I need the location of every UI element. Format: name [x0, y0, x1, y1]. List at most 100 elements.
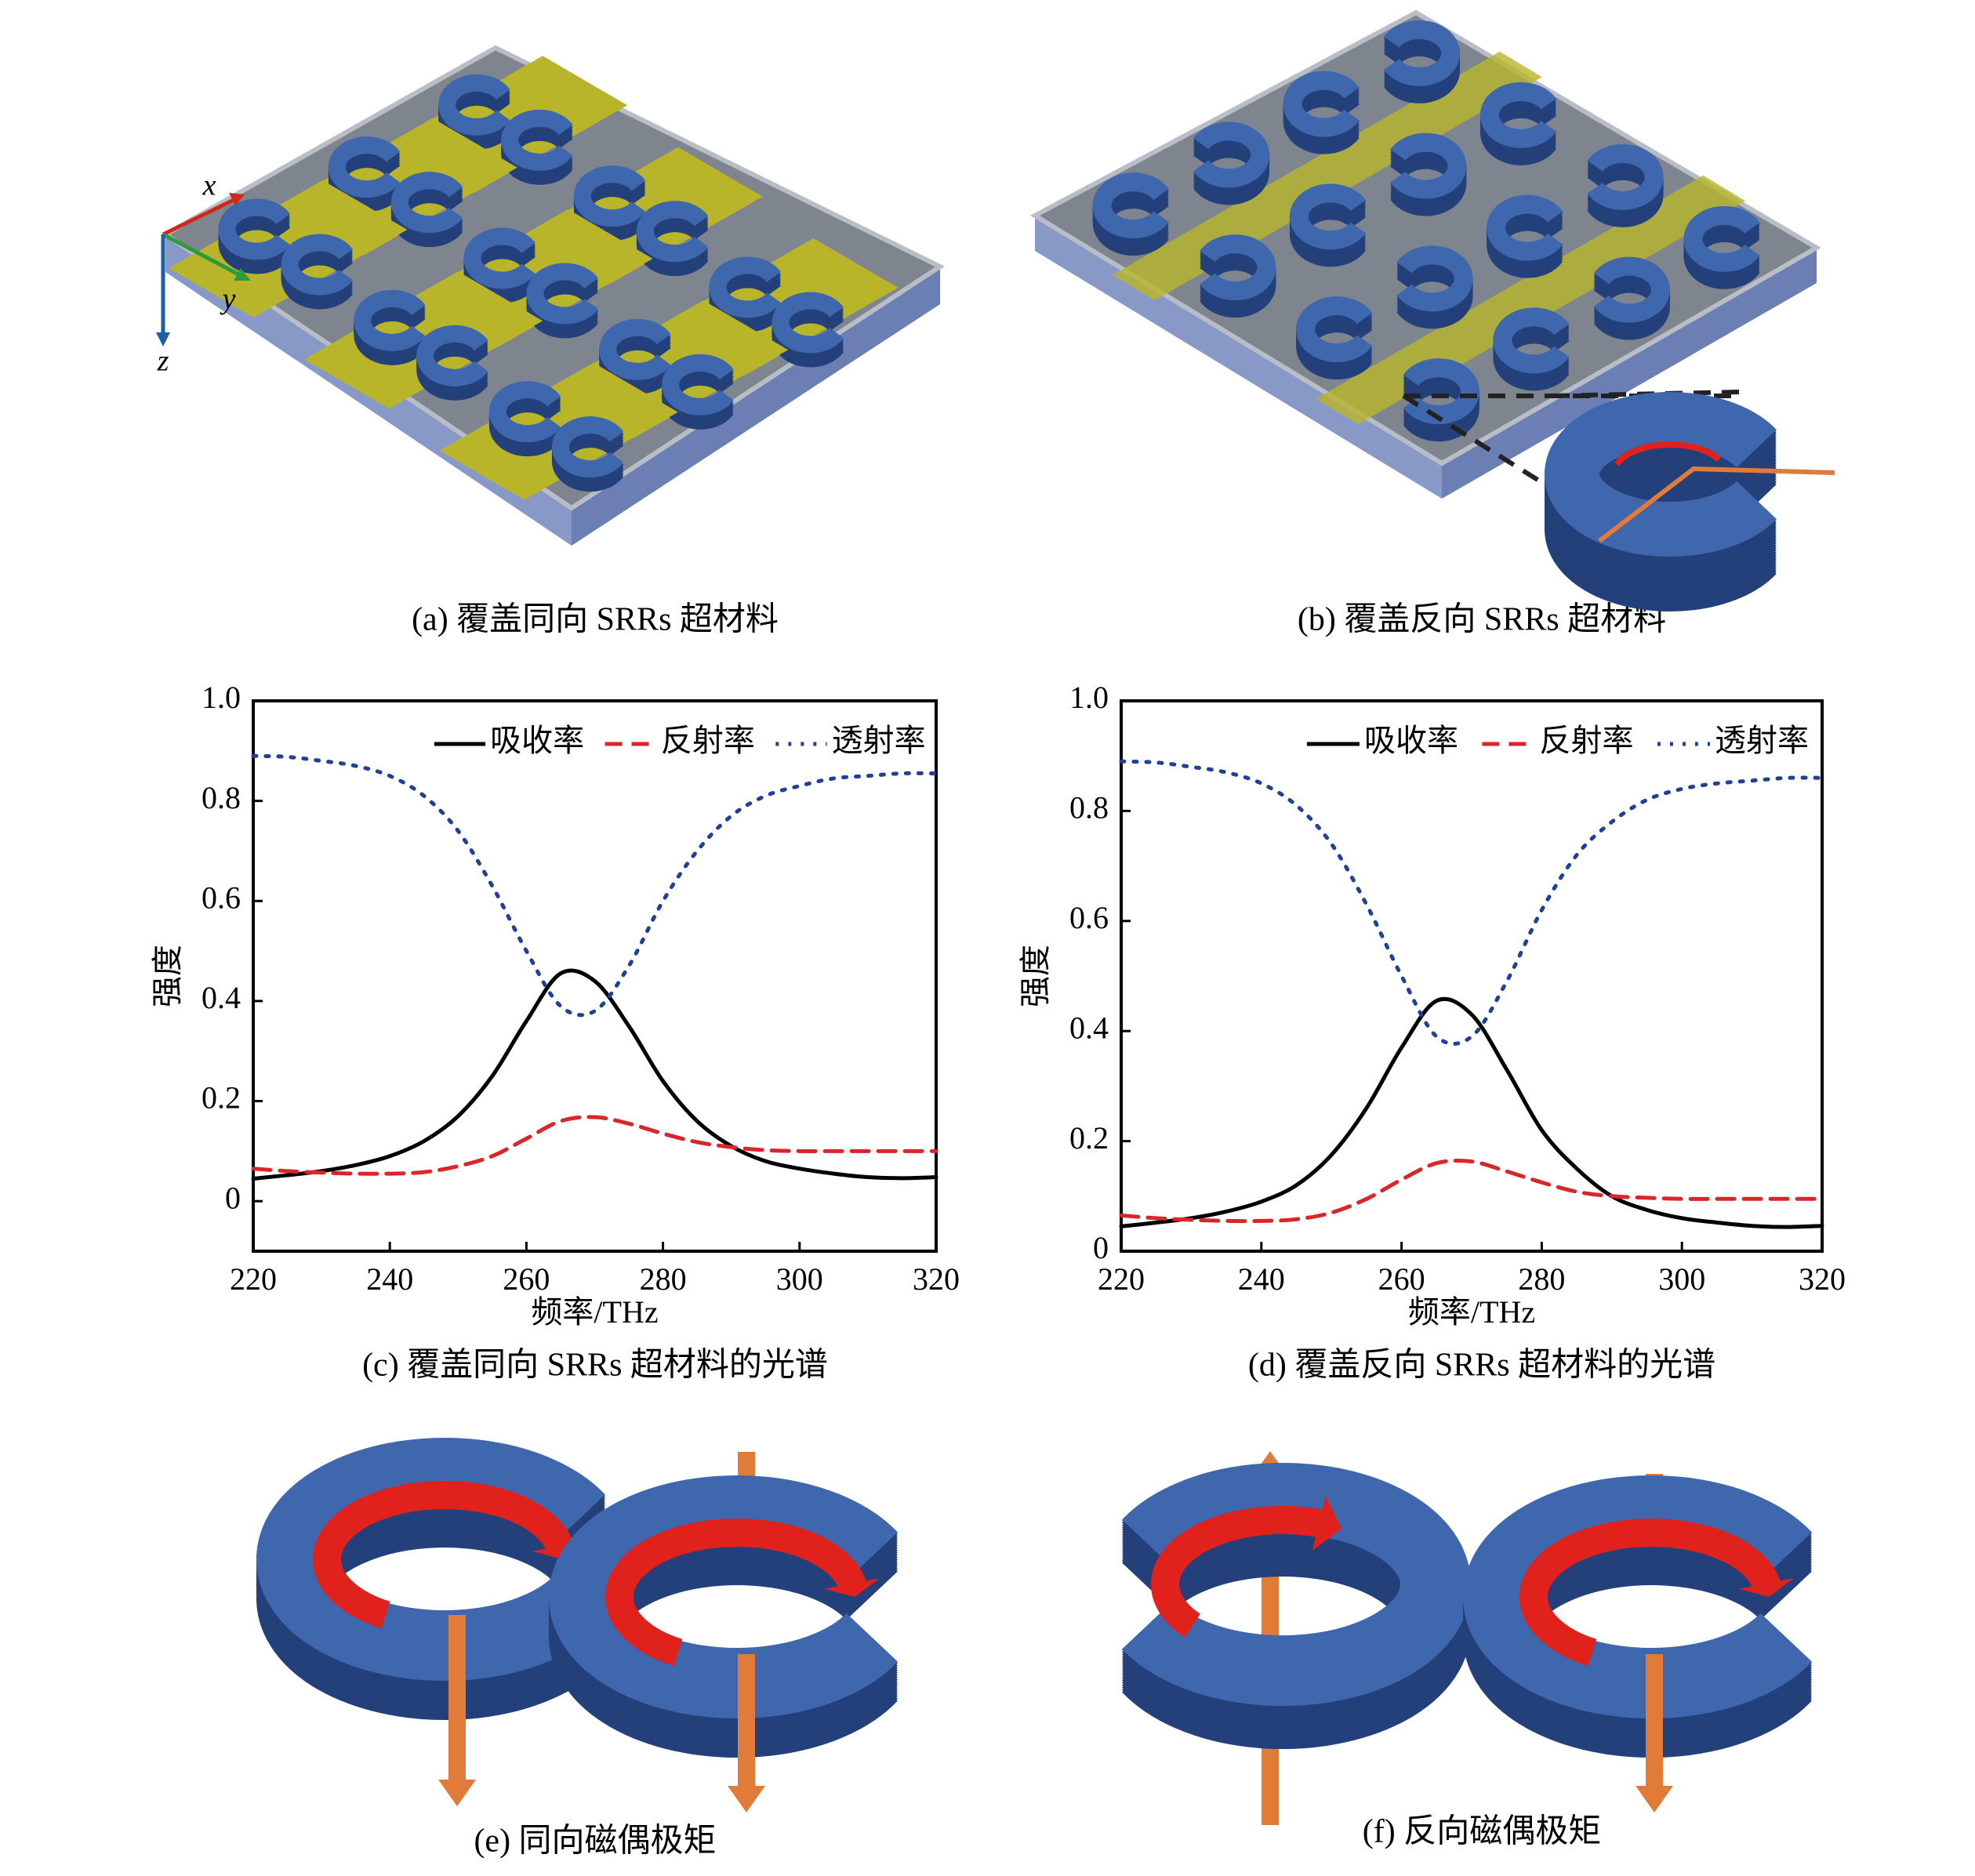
- x-tick-label: 280: [1518, 1261, 1565, 1297]
- legend-label: 透射率: [1715, 723, 1809, 758]
- ring-top: [1092, 172, 1169, 239]
- y-tick-label: 1.0: [201, 680, 241, 715]
- caption: (b) 覆盖反向 SRRs 超材料: [1298, 602, 1666, 638]
- ring-top: [1193, 122, 1270, 188]
- ring-top: [463, 227, 536, 289]
- series-line: [1119, 996, 1824, 1229]
- series-line: [251, 1115, 938, 1176]
- y-tick-label: 0.4: [201, 980, 241, 1015]
- ring-top: [526, 263, 598, 325]
- current-arrow-head: [824, 1578, 880, 1597]
- moment-arrow-head: [1636, 1786, 1673, 1812]
- ring-top: [1463, 1475, 1812, 1718]
- y-tick-label: 1.0: [1069, 680, 1109, 715]
- series-line: [251, 968, 938, 1181]
- ring-top: [416, 325, 488, 386]
- current-arrow: [605, 1519, 866, 1667]
- ring-top: [1296, 296, 1373, 363]
- chart-caption: (d) 覆盖反向 SRRs 超材料的光谱: [1248, 1348, 1715, 1384]
- series-line: [1119, 759, 1824, 1046]
- x-tick-label: 220: [1098, 1261, 1145, 1297]
- ring-top: [1390, 132, 1467, 199]
- legend-label: 反射率: [1539, 723, 1633, 758]
- y-tick-label: 0.8: [201, 780, 241, 815]
- current-loop: [1614, 441, 1722, 466]
- x-tick-label: 240: [1238, 1261, 1285, 1297]
- x-tick-label: 220: [230, 1261, 277, 1297]
- legend-label: 吸收率: [1364, 723, 1458, 758]
- axis-head: [234, 268, 251, 281]
- ring-top: [438, 74, 510, 136]
- ring-top: [1396, 245, 1473, 312]
- ring-top: [636, 201, 709, 263]
- chart: 220 240 260 280 300 320 1.0 0.8 0.6 0.4 0.2 0 频率/THz…: [150, 680, 960, 1383]
- y-tick-label: 0: [1093, 1230, 1109, 1265]
- panel-a: x y z: [156, 45, 946, 546]
- ring-top: [662, 354, 734, 415]
- y-tick-label: 0.8: [1069, 790, 1109, 826]
- current-arrow: [1519, 1519, 1781, 1667]
- ring-top: [573, 165, 646, 227]
- axis-x: [162, 197, 237, 237]
- caption: (f) 反向磁偶极矩: [1363, 1814, 1601, 1850]
- chart-caption: (c) 覆盖同向 SRRs 超材料的光谱: [362, 1348, 828, 1384]
- current-arrow: [1151, 1506, 1326, 1638]
- moment-arrow-head: [728, 1786, 765, 1812]
- y-tick-label: 0.4: [1069, 1010, 1109, 1045]
- ring-top: [354, 289, 426, 351]
- ring-top: [218, 198, 290, 260]
- legend-label: 透射率: [832, 723, 926, 758]
- series-line: [1119, 1158, 1824, 1224]
- axis-name: z: [157, 345, 169, 378]
- ring-top: [1289, 183, 1366, 250]
- substrate-side: [572, 267, 940, 546]
- ring-top: [1122, 1463, 1471, 1706]
- axis-name: y: [220, 283, 236, 316]
- ring-top: [1479, 82, 1556, 148]
- moment-arrow-head: [438, 1780, 476, 1806]
- caption: (a) 覆盖同向 SRRs 超材料: [412, 602, 779, 638]
- axis-head: [156, 332, 170, 347]
- ring-top: [281, 234, 353, 296]
- y-tick-label: 0.6: [1069, 900, 1109, 935]
- panel-b: [1029, 9, 1835, 611]
- ring-top: [1683, 205, 1760, 272]
- x-tick-label: 320: [913, 1261, 960, 1297]
- panel-e: [256, 1438, 898, 1812]
- x-tick-label: 260: [1378, 1261, 1425, 1297]
- ring-top: [549, 1475, 898, 1718]
- current-arrow: [313, 1481, 574, 1629]
- caption: (e) 同向磁偶极矩: [474, 1823, 716, 1860]
- legend-label: 反射率: [661, 723, 755, 758]
- axis-name: x: [202, 169, 216, 202]
- x-tick-label: 280: [640, 1261, 687, 1297]
- chart: 220 240 260 280 300 320 1.0 0.8 0.6 0.4 0.2 0 频率/THz…: [1018, 680, 1846, 1383]
- x-tick-label: 240: [366, 1261, 413, 1297]
- panel-f: [1122, 1451, 1812, 1825]
- axis-y: [162, 232, 243, 278]
- x-tick-label: 320: [1799, 1261, 1846, 1297]
- ring-top: [256, 1438, 605, 1681]
- ring-top: [1593, 256, 1670, 323]
- ring-top: [771, 292, 844, 354]
- axis-head: [229, 193, 245, 205]
- y-tick-label: 0.6: [201, 880, 241, 915]
- x-tick-label: 260: [503, 1261, 550, 1297]
- ring-top: [488, 381, 561, 443]
- ring-top: [390, 172, 463, 234]
- ring-top: [1545, 392, 1777, 557]
- legend-label: 吸收率: [490, 723, 584, 758]
- ring-top: [709, 256, 781, 318]
- ring-top: [1487, 194, 1563, 261]
- plot-frame: [252, 699, 938, 1253]
- ring-top: [599, 318, 671, 380]
- ring-top: [501, 109, 573, 171]
- substrate-side: [1442, 248, 1817, 499]
- x-axis-label: 频率/THz: [531, 1294, 658, 1330]
- current-arrow-head: [1738, 1578, 1795, 1597]
- edge-line: [1598, 466, 1835, 543]
- y-axis-label: 强度: [150, 945, 185, 1007]
- y-tick-label: 0.2: [1069, 1120, 1109, 1156]
- ring-top: [328, 136, 401, 198]
